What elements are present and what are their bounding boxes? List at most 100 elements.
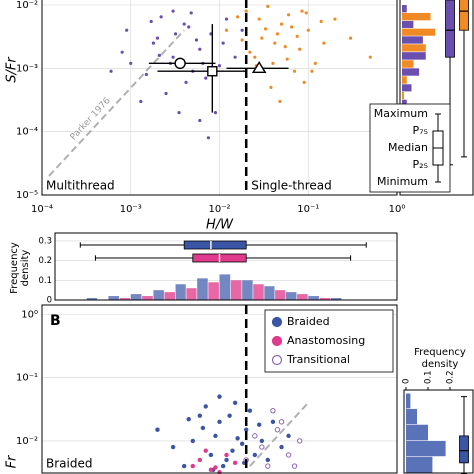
y-tick-label: 10⁻² — [16, 436, 38, 447]
point — [155, 427, 160, 432]
point — [295, 34, 299, 38]
y-tick-label: 10⁻² — [16, 0, 38, 11]
hist-bar — [402, 91, 404, 100]
point — [286, 13, 291, 17]
point — [269, 85, 273, 89]
hist-bar — [108, 296, 119, 300]
point — [200, 425, 206, 431]
hist-bar — [406, 408, 417, 425]
point — [256, 422, 262, 427]
annotation: Parker 1976 — [69, 96, 113, 143]
reference-line — [48, 29, 185, 177]
point — [266, 4, 270, 9]
hist-bar — [402, 99, 407, 107]
point — [285, 57, 289, 61]
plot-frame — [399, 0, 474, 196]
legend-box — [264, 309, 394, 373]
hist-bar — [208, 282, 219, 300]
point — [259, 444, 265, 450]
y-tick-label: 10⁻¹ — [16, 373, 38, 384]
point — [270, 407, 276, 414]
plot-area — [48, 0, 372, 195]
x-tick-label: 10⁻³ — [120, 204, 142, 215]
x-tick-label: 0.1 — [424, 370, 434, 384]
legend-label: P₇₅ — [413, 124, 428, 137]
point — [217, 394, 222, 399]
point — [171, 55, 175, 59]
legend-label: P₂₅ — [413, 158, 428, 171]
point — [224, 452, 229, 458]
point — [240, 28, 244, 32]
hist-bar — [402, 84, 412, 92]
x-axis-label: density — [422, 359, 459, 370]
point — [248, 50, 252, 54]
point — [224, 457, 229, 463]
point — [213, 433, 218, 439]
point — [198, 118, 202, 123]
hist-bar — [119, 298, 131, 300]
y-tick-label: 10⁻³ — [16, 63, 38, 74]
summary-marker — [207, 66, 218, 77]
point — [217, 64, 222, 68]
point — [208, 452, 214, 458]
point — [304, 11, 308, 15]
point — [190, 438, 195, 444]
hist-bar — [402, 20, 414, 29]
panel-label: B — [50, 313, 61, 329]
point — [252, 433, 258, 439]
hist-bar — [86, 298, 98, 300]
hist-bar — [297, 294, 308, 300]
point — [285, 452, 292, 458]
point — [230, 448, 235, 453]
point — [322, 41, 326, 45]
plot-area — [406, 393, 469, 474]
plot-area — [155, 305, 309, 474]
hist-bar — [402, 5, 407, 13]
point — [233, 55, 237, 59]
hist-bar — [402, 28, 436, 36]
hist-bar — [402, 44, 426, 52]
reference-line — [249, 402, 309, 467]
point — [139, 99, 143, 104]
point — [292, 69, 297, 73]
hist-bar — [402, 76, 407, 84]
plot-frame — [41, 0, 398, 196]
hist-bar — [402, 68, 420, 76]
point — [271, 61, 275, 65]
hist-bar — [285, 292, 297, 300]
hist-bar — [406, 424, 428, 441]
point — [120, 50, 124, 54]
hist-bar — [164, 292, 175, 300]
point — [182, 22, 186, 26]
point — [151, 41, 156, 45]
hist-bar — [242, 280, 253, 300]
box — [183, 240, 247, 250]
y-tick-label: 0.3 — [38, 236, 52, 246]
point — [125, 28, 129, 32]
annotation: Single-thread — [251, 179, 332, 193]
x-tick-label: 0 — [402, 379, 412, 384]
hist-bar — [402, 60, 414, 68]
point — [144, 72, 148, 77]
point — [149, 19, 153, 24]
point — [206, 136, 211, 140]
point — [194, 38, 199, 42]
point — [279, 444, 284, 450]
y-axis-label: density — [20, 250, 31, 287]
plot-frame — [54, 232, 398, 301]
point — [368, 55, 372, 59]
point — [286, 433, 291, 439]
point — [291, 463, 298, 469]
point — [224, 28, 229, 32]
y-tick-label: 10⁻⁵ — [16, 190, 38, 201]
point — [208, 467, 214, 472]
point — [184, 80, 188, 84]
legend-marker — [271, 354, 283, 366]
annotation: Multithread — [46, 179, 115, 193]
point — [177, 111, 181, 115]
point — [333, 17, 337, 21]
point — [259, 438, 265, 444]
legend-marker — [271, 316, 283, 328]
legend-marker — [271, 335, 283, 347]
point — [290, 25, 294, 29]
